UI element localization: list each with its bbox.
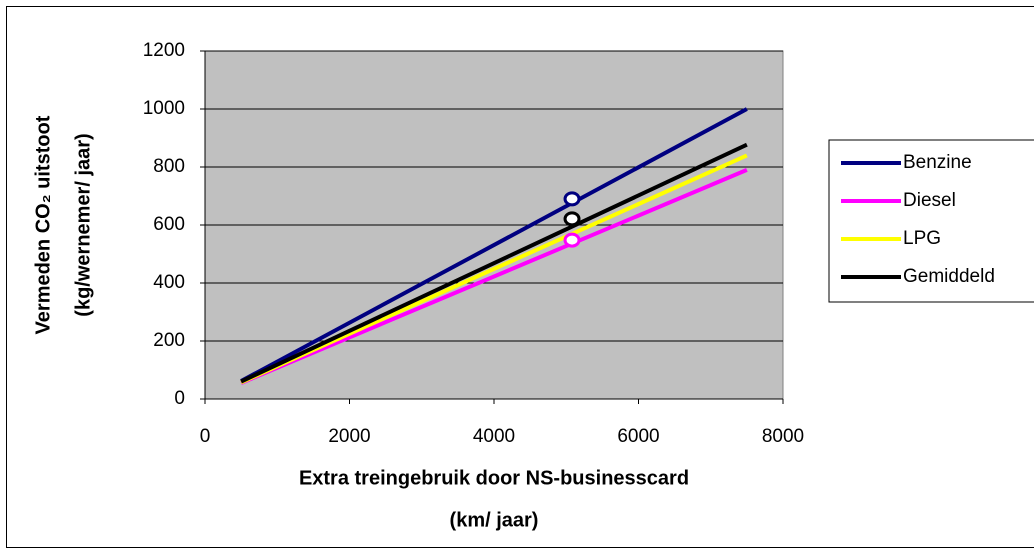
x-axis-label: Extra treingebruik door NS-businesscard (299, 467, 689, 489)
y-axis-label: Vermeden CO₂ uitstoot (32, 115, 54, 334)
y-tick-label: 400 (153, 272, 185, 293)
x-tick-label: 2000 (328, 426, 370, 447)
marker (563, 191, 581, 207)
x-tick-label: 4000 (473, 426, 515, 447)
series-line (240, 142, 748, 384)
series-line (240, 107, 748, 383)
x-tick-label: 0 (200, 426, 211, 447)
y-tick-label: 1000 (143, 98, 185, 119)
legend-label: Diesel (903, 190, 956, 211)
y-tick-label: 800 (153, 156, 185, 177)
series-line (240, 153, 748, 385)
series-line (240, 168, 748, 385)
legend-label: Gemiddeld (903, 266, 995, 287)
legend-label: LPG (903, 228, 941, 249)
y-axis-label: (kg/wernemer/ jaar) (72, 133, 94, 316)
x-axis-label: (km/ jaar) (450, 509, 539, 531)
legend-label: Benzine (903, 152, 972, 173)
y-tick-label: 600 (153, 214, 185, 235)
y-tick-label: 0 (174, 388, 185, 409)
y-tick-label: 200 (153, 330, 185, 351)
marker (563, 232, 581, 248)
x-tick-label: 8000 (762, 426, 804, 447)
marker (563, 211, 581, 227)
y-tick-label: 1200 (143, 40, 185, 61)
x-tick-label: 6000 (617, 426, 659, 447)
